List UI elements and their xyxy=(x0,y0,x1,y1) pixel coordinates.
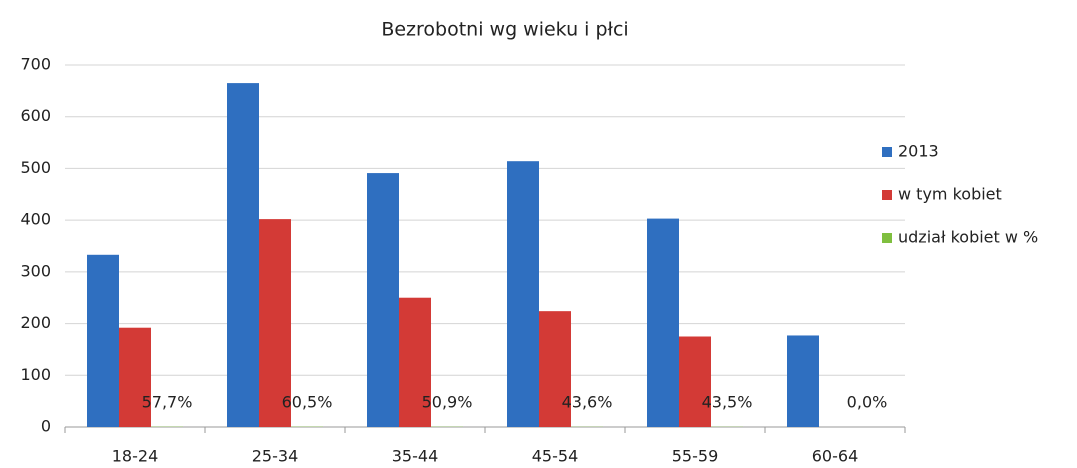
bar xyxy=(259,219,291,427)
bar xyxy=(87,254,119,427)
y-tick-label: 700 xyxy=(20,55,51,74)
x-tick-label: 60-64 xyxy=(812,447,859,466)
y-tick-label: 100 xyxy=(20,365,51,384)
bar xyxy=(507,161,539,427)
y-tick-label: 0 xyxy=(41,417,51,436)
bar xyxy=(539,311,571,427)
bar xyxy=(367,173,399,427)
data-label: 60,5% xyxy=(282,393,333,412)
bar xyxy=(679,336,711,427)
legend-label: udział kobiet w % xyxy=(898,228,1038,247)
bar xyxy=(119,327,151,427)
bar xyxy=(399,297,431,427)
y-tick-label: 600 xyxy=(20,106,51,125)
bar xyxy=(647,218,679,427)
y-tick-label: 200 xyxy=(20,313,51,332)
chart-title: Bezrobotni wg wieku i płci xyxy=(381,19,628,41)
y-tick-label: 500 xyxy=(20,158,51,177)
x-tick-label: 55-59 xyxy=(672,447,719,466)
legend-swatch xyxy=(882,190,892,200)
y-tick-label: 400 xyxy=(20,210,51,229)
data-label: 0,0% xyxy=(847,393,888,412)
bar xyxy=(787,335,819,427)
x-tick-label: 35-44 xyxy=(392,447,439,466)
x-tick-label: 45-54 xyxy=(532,447,579,466)
bar xyxy=(227,83,259,427)
legend-label: w tym kobiet xyxy=(898,185,1002,204)
data-label: 43,6% xyxy=(562,393,613,412)
x-tick-label: 25-34 xyxy=(252,447,299,466)
x-tick-label: 18-24 xyxy=(112,447,159,466)
data-label: 57,7% xyxy=(142,393,193,412)
legend-label: 2013 xyxy=(898,142,939,161)
data-label: 43,5% xyxy=(702,393,753,412)
legend-swatch xyxy=(882,147,892,157)
data-label: 50,9% xyxy=(422,393,473,412)
legend-swatch xyxy=(882,233,892,243)
y-tick-label: 300 xyxy=(20,261,51,280)
